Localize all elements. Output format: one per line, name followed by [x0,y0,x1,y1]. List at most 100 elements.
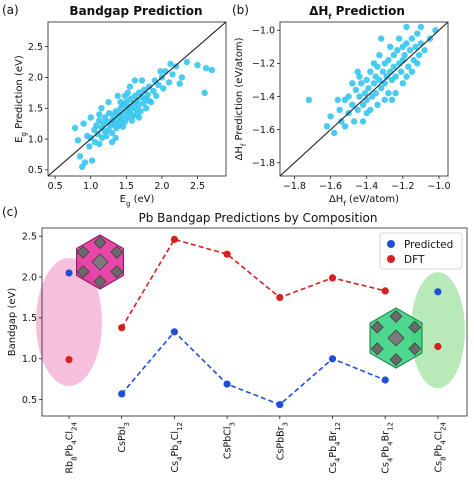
a-scatter-point [165,79,173,86]
point-dft [223,250,231,258]
b-scatter-point [403,23,410,31]
point-predicted [276,401,284,409]
a-y-tick-label: 1.0 [28,134,43,145]
b-scatter-point [359,101,367,109]
panel-label-c: (c) [2,205,18,219]
a-y-tick-label: 2.0 [28,73,43,84]
panel-b-formation-energy-scatter: ΔHf Prediction −1.8 −1.6 −1.4 −1.2 −1.0 −1.8 −… [234,4,451,208]
point-predicted [170,328,178,336]
panel-b-x-axis-label: ΔHf (eV/atom) [329,194,399,208]
panel-a-plot-frame [47,21,227,177]
b-scatter-point [354,68,361,75]
b-scatter-point [331,129,338,137]
b-y-tick-label: −1.2 [252,59,275,70]
a-scatter-point [135,114,143,121]
c-y-tick-label: 2.0 [22,272,37,283]
b-scatter-point [394,47,401,54]
b-y-tick-label: −1.6 [252,125,275,136]
panel-c-title: Pb Bandgap Predictions by Composition [138,211,377,225]
a-scatter-point [178,74,186,81]
legend-label-dft: DFT [404,254,425,266]
cs-crystal-structure-image [369,307,423,369]
panel-c-legend: Predicted DFT [379,232,463,270]
a-scatter-point [201,89,208,97]
a-scatter-point [194,61,201,69]
b-scatter-point [408,35,416,42]
a-x-tick-label: 0.5 [48,181,63,192]
b-scatter-point [376,76,383,84]
b-scatter-point [370,60,378,67]
c-y-tick-label: 2.5 [22,231,37,242]
point-predicted [434,288,442,296]
b-scatter-point [365,85,372,92]
b-x-tick-label: −1.2 [391,181,414,192]
b-scatter-point [396,35,403,42]
a-x-tick-label: 1.5 [119,181,134,192]
a-scatter-point [114,92,122,100]
point-predicted [381,376,389,384]
b-scatter-point [408,68,416,75]
panel-label-b: (b) [232,3,249,17]
series-line-dft [121,238,386,329]
b-scatter-point [405,63,412,70]
a-scatter-point [105,98,112,106]
a-scatter-point [98,105,105,112]
point-dft [118,324,126,332]
b-scatter-point [399,80,406,87]
b-scatter-point [358,80,365,87]
a-scatter-point [81,159,89,166]
b-x-tick-label: −1.6 [319,181,342,192]
a-scatter-point [96,111,103,118]
a-scatter-point [93,122,100,129]
a-scatter-point [169,71,176,78]
b-scatter-point [327,113,334,120]
a-scatter-point [96,140,103,148]
a-x-tick-label: 2.5 [190,181,205,192]
b-scatter-point [401,51,408,59]
b-scatter-point [385,56,392,64]
a-scatter-point [126,83,134,90]
point-dft [170,235,178,243]
a-scatter-point [145,97,153,105]
a-scatter-point [88,157,96,164]
a-scatter-point [143,105,150,112]
a-scatter-point [167,60,174,68]
b-scatter-point [392,90,399,97]
b-scatter-point [417,23,425,31]
b-y-tick-label: −1.4 [252,92,275,103]
b-scatter-point [363,96,370,104]
panel-a-title: Bandgap Prediction [69,4,202,18]
b-scatter-point [397,68,405,75]
b-scatter-point [387,43,394,50]
a-y-tick-label: 1.5 [28,104,43,115]
b-scatter-point [345,93,352,100]
legend-marker-dft [387,255,395,263]
b-scatter-point [359,118,367,125]
a-scatter-point [150,87,157,95]
b-scatter-point [336,106,343,114]
a-y-tick-label: 2.5 [28,42,43,53]
a-scatter-point [94,130,102,138]
b-scatter-point [421,47,428,54]
a-scatter-point [87,114,94,121]
b-scatter-point [305,96,313,104]
a-scatter-point [145,83,153,90]
a-scatter-point [87,134,94,141]
b-y-tick-label: −1.8 [252,158,275,169]
b-scatter-point [341,123,349,130]
c-y-tick-label: 1.5 [22,313,37,324]
point-predicted [65,269,73,277]
b-scatter-point [338,118,345,125]
c-x-tick-label: CsPbCl3 [223,422,237,459]
c-y-tick-label: 1.0 [22,354,37,365]
b-scatter-point [390,51,397,59]
point-dft [328,274,337,282]
b-scatter-point [354,106,361,114]
b-scatter-point [334,96,341,104]
a-x-tick-label: 2.0 [154,181,169,192]
b-scatter-point [378,85,385,92]
legend-label-predicted: Predicted [404,239,453,251]
a-scatter-point [108,129,116,137]
b-scatter-point [379,68,387,75]
a-scatter-point [155,81,162,89]
